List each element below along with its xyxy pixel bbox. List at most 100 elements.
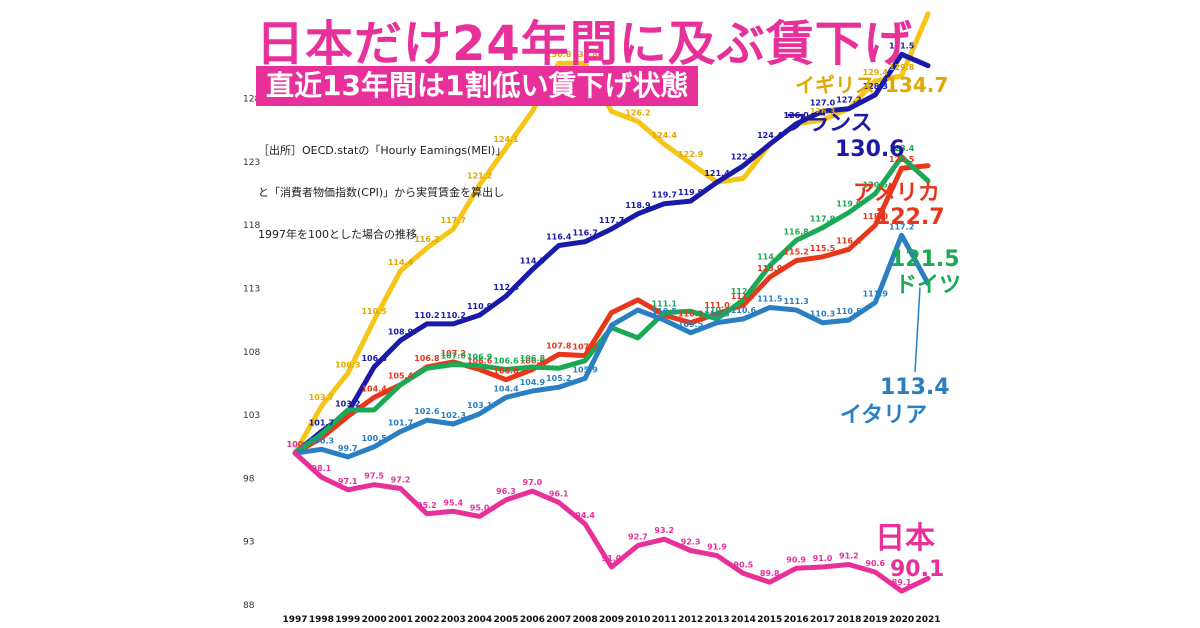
- data-label: 99.7: [338, 444, 358, 453]
- data-label: 119.0: [836, 200, 862, 209]
- data-label: 120.5: [863, 181, 889, 190]
- x-tick-label: 2019: [863, 615, 888, 625]
- data-label: 90.9: [786, 555, 806, 564]
- data-label: 114.8: [757, 253, 783, 262]
- data-label: 96.3: [496, 487, 516, 496]
- data-label: 131.5: [889, 41, 915, 50]
- data-label: 91.0: [602, 554, 622, 563]
- data-label: 118.0: [863, 212, 889, 221]
- data-label: 105.2: [546, 374, 571, 383]
- data-label: 91.9: [707, 543, 727, 552]
- data-label: 107.8: [546, 341, 572, 350]
- data-label: 126.0: [783, 111, 809, 120]
- data-label: 112.4: [493, 283, 519, 292]
- data-label: 124.4: [757, 131, 783, 140]
- data-label: 91.0: [813, 554, 833, 563]
- data-label: 106.8: [361, 354, 387, 363]
- x-tick-label: 2020: [889, 615, 914, 625]
- data-label: 111.5: [757, 294, 783, 303]
- legend-label: イギリス: [795, 73, 875, 97]
- x-tick-label: 2001: [388, 615, 413, 625]
- data-label: 97.0: [523, 478, 543, 487]
- x-tick-label: 2002: [414, 615, 439, 625]
- data-label: 100: [287, 440, 304, 449]
- x-tick-label: 2017: [810, 615, 835, 625]
- data-label: 113.9: [757, 264, 783, 273]
- x-tick-label: 2013: [704, 615, 729, 625]
- source-line: 1997年を100とした場合の推移: [258, 228, 417, 241]
- data-label: 110.6: [704, 306, 730, 315]
- data-label: 102.3: [441, 411, 466, 420]
- y-tick-label: 113: [243, 285, 260, 295]
- data-label: 106.8: [520, 354, 546, 363]
- data-label: 126.0: [783, 111, 809, 120]
- x-tick-label: 2000: [362, 615, 387, 625]
- y-tick-label: 103: [243, 411, 260, 421]
- data-label: 108.9: [388, 327, 414, 336]
- data-label: 106.6: [493, 357, 519, 366]
- data-label: 122.5: [889, 155, 915, 164]
- data-label: 121.2: [467, 172, 492, 181]
- data-label: 89.1: [892, 578, 912, 587]
- legend-label: アメリカ: [853, 181, 940, 206]
- data-label: 114.4: [388, 258, 414, 267]
- x-tick-label: 2010: [625, 615, 650, 625]
- data-label: 109.5: [678, 320, 704, 329]
- legend-value: 130.6: [835, 137, 905, 162]
- x-tick-label: 2011: [652, 615, 677, 625]
- data-label: 95.4: [443, 498, 463, 507]
- legend-label: フランス: [785, 111, 873, 136]
- x-tick-label: 1997: [282, 615, 307, 625]
- legend-value: 121.5: [890, 247, 960, 272]
- data-label: 100.5: [361, 434, 387, 443]
- legend-label: イタリア: [840, 403, 927, 428]
- y-tick-label: 108: [243, 348, 260, 358]
- series-line: [292, 450, 931, 594]
- data-label: 97.2: [391, 476, 411, 485]
- data-label: 100: [287, 440, 304, 449]
- y-tick-label: 88: [243, 601, 255, 611]
- x-tick-label: 2006: [520, 615, 545, 625]
- data-label: 128.3: [863, 82, 888, 91]
- data-label: 122.7: [731, 153, 756, 162]
- y-tick-label: 128: [243, 95, 260, 105]
- data-label: 110.9: [467, 302, 493, 311]
- data-label: 127.2: [836, 96, 861, 105]
- data-label: 93.2: [654, 526, 674, 535]
- data-label: 110.2: [414, 311, 439, 320]
- legend-value: 134.7: [885, 73, 948, 97]
- data-label: 110.5: [361, 307, 387, 316]
- legend-label: 日本: [875, 521, 935, 556]
- data-label: 105.9: [572, 365, 598, 374]
- data-label: 107.2: [441, 349, 466, 358]
- x-tick-label: 2008: [573, 615, 598, 625]
- data-label: 129.4: [863, 68, 889, 77]
- data-label: 129.8: [889, 63, 915, 72]
- x-tick-label: 2021: [915, 615, 940, 625]
- source-line: と「消費者物価指数(CPI)」から実質賃金を算出し: [258, 186, 505, 199]
- x-tick-label: 2014: [731, 615, 756, 625]
- data-label: 117.7: [599, 216, 624, 225]
- data-label: 116.2: [414, 235, 439, 244]
- data-label: 97.5: [364, 472, 384, 481]
- data-label: 91.2: [839, 551, 859, 560]
- data-label: 96.1: [549, 489, 569, 498]
- x-tick-label: 2004: [467, 615, 492, 625]
- data-label: 123.4: [889, 144, 915, 153]
- data-label: 111.7: [731, 292, 756, 301]
- data-label: 101.7: [388, 419, 413, 428]
- data-label: 116.4: [546, 232, 572, 241]
- x-tick-label: 2009: [599, 615, 624, 625]
- data-label: 110.5: [652, 307, 678, 316]
- data-label: 95.0: [470, 503, 490, 512]
- x-tick-label: 2003: [441, 615, 466, 625]
- data-label: 106.3: [335, 360, 360, 369]
- legend-value: 122.7: [875, 205, 945, 230]
- y-tick-label: 98: [243, 474, 255, 484]
- data-label: 95.2: [417, 501, 437, 510]
- data-label: 121.4: [704, 169, 730, 178]
- data-label: 115.5: [810, 244, 836, 253]
- data-label: 124.1: [493, 135, 519, 144]
- data-label: 111.9: [863, 289, 889, 298]
- source-note: ［出所］OECD.statの「Hourly Eamings(MEI)」 と「消費…: [258, 116, 506, 256]
